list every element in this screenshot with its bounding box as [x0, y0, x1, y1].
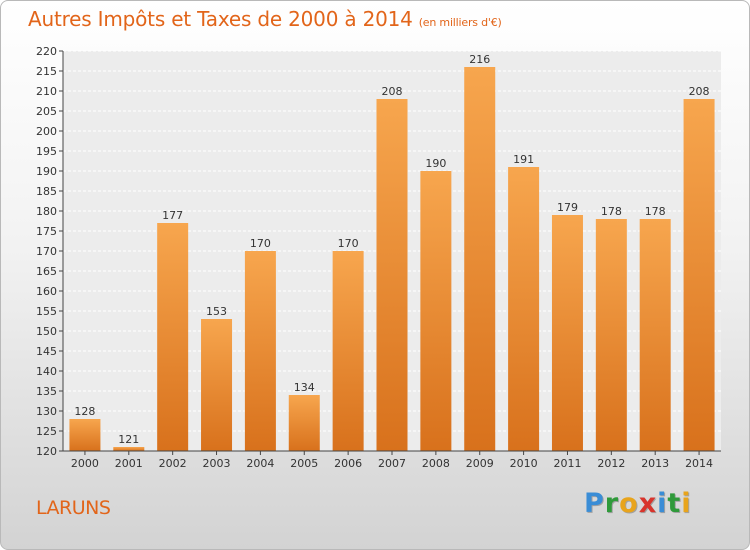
bar-value-label: 208	[689, 85, 710, 98]
x-tick-label: 2012	[597, 457, 625, 470]
bar-value-label: 178	[645, 205, 666, 218]
chart-title-text: Autres Impôts et Taxes de 2000 à 2014	[28, 7, 413, 31]
x-tick-label: 2013	[641, 457, 669, 470]
logo-letter: t	[667, 488, 682, 519]
bar-value-label: 121	[118, 433, 139, 446]
y-tick-label: 145	[36, 345, 57, 358]
y-tick-label: 185	[36, 185, 57, 198]
logo-letter: x	[638, 488, 658, 519]
logo-letter: o	[619, 488, 639, 519]
y-tick-label: 200	[36, 125, 57, 138]
y-tick-label: 215	[36, 65, 57, 78]
bar-2010	[508, 167, 540, 451]
y-tick-label: 130	[36, 405, 57, 418]
bar-value-label: 153	[206, 305, 227, 318]
bar-2004	[244, 251, 276, 451]
bar-2002	[157, 223, 189, 451]
bar-value-label: 134	[294, 381, 315, 394]
y-tick-label: 160	[36, 285, 57, 298]
y-tick-label: 165	[36, 265, 57, 278]
y-tick-label: 120	[36, 445, 57, 458]
bar-2003	[201, 319, 233, 451]
x-tick-label: 2009	[466, 457, 494, 470]
city-name: LARUNS	[36, 497, 111, 519]
bar-value-label: 178	[601, 205, 622, 218]
x-tick-label: 2008	[422, 457, 450, 470]
logo-letter: r	[604, 488, 620, 519]
y-tick-label: 125	[36, 425, 57, 438]
bar-value-label: 179	[557, 201, 578, 214]
bar-2007	[376, 99, 408, 451]
bar-2000	[69, 419, 101, 451]
x-tick-label: 2011	[553, 457, 581, 470]
x-tick-label: 2010	[510, 457, 538, 470]
y-tick-label: 180	[36, 205, 57, 218]
x-tick-label: 2002	[159, 457, 187, 470]
logo-letter: i	[681, 488, 692, 519]
bar-2012	[595, 219, 627, 451]
bar-value-label: 170	[338, 237, 359, 250]
proxiti-logo: Proxiti	[584, 488, 692, 519]
x-tick-label: 2007	[378, 457, 406, 470]
y-tick-label: 140	[36, 365, 57, 378]
y-tick-label: 205	[36, 105, 57, 118]
y-tick-label: 190	[36, 165, 57, 178]
x-tick-label: 2003	[203, 457, 231, 470]
y-tick-label: 135	[36, 385, 57, 398]
bar-2014	[683, 99, 715, 451]
bar-2013	[639, 219, 671, 451]
bar-value-label: 177	[162, 209, 183, 222]
bar-value-label: 128	[74, 405, 95, 418]
logo-letter: i	[657, 488, 668, 519]
y-tick-label: 195	[36, 145, 57, 158]
x-tick-label: 2001	[115, 457, 143, 470]
bar-2005	[288, 395, 320, 451]
x-tick-label: 2006	[334, 457, 362, 470]
x-tick-label: 2004	[246, 457, 274, 470]
x-tick-label: 2014	[685, 457, 713, 470]
x-tick-label: 2005	[290, 457, 318, 470]
bar-value-label: 216	[469, 53, 490, 66]
y-tick-label: 150	[36, 325, 57, 338]
bar-2011	[551, 215, 583, 451]
bar-value-label: 170	[250, 237, 271, 250]
bar-value-label: 190	[425, 157, 446, 170]
y-tick-label: 175	[36, 225, 57, 238]
y-tick-label: 155	[36, 305, 57, 318]
bar-2008	[420, 171, 452, 451]
bar-2009	[464, 67, 496, 451]
y-tick-label: 220	[36, 45, 57, 58]
y-tick-label: 170	[36, 245, 57, 258]
y-tick-label: 210	[36, 85, 57, 98]
chart-title: Autres Impôts et Taxes de 2000 à 2014 (en…	[28, 7, 502, 31]
logo-letter: P	[584, 488, 605, 519]
bar-2001	[113, 447, 145, 451]
bar-2006	[332, 251, 364, 451]
bar-value-label: 191	[513, 153, 534, 166]
chart-unit-label: (en milliers d'€)	[418, 16, 502, 29]
x-tick-label: 2000	[71, 457, 99, 470]
bar-value-label: 208	[382, 85, 403, 98]
